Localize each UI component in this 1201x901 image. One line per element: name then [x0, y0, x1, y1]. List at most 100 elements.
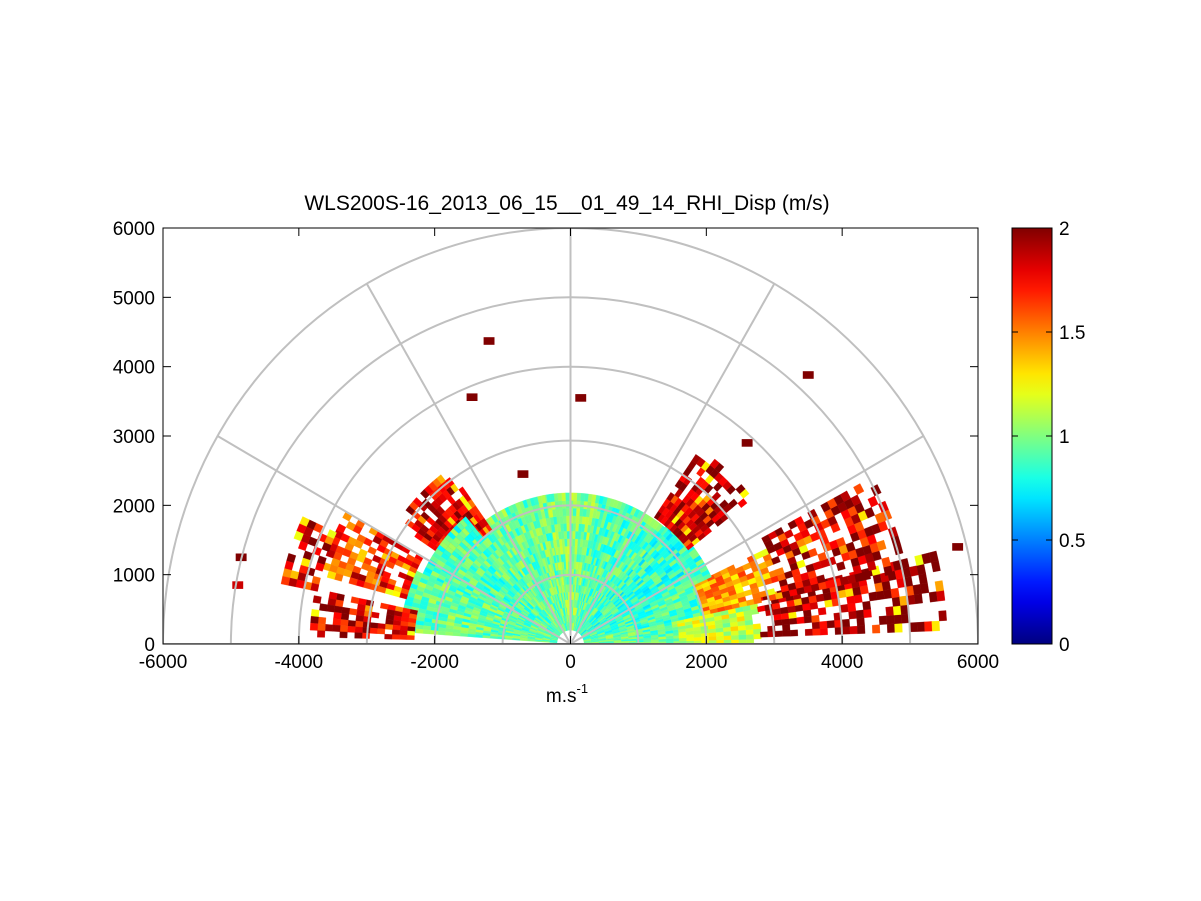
x-tick-label: 2000	[685, 652, 727, 673]
spoke-line	[569, 435, 924, 644]
y-tick-label: 0	[144, 635, 155, 656]
data-cell	[819, 627, 828, 636]
data-cell	[782, 630, 791, 637]
data-cell	[848, 610, 857, 620]
data-cell	[452, 632, 461, 637]
data-cell	[348, 577, 358, 586]
data-cell	[738, 629, 747, 636]
data-cell	[399, 630, 408, 636]
data-cell	[399, 625, 408, 632]
data-cell	[863, 608, 872, 618]
data-cell	[894, 623, 903, 633]
data-cell	[317, 616, 327, 625]
data-cell	[730, 630, 739, 636]
colorbar-tick-label: 1.5	[1059, 323, 1085, 344]
data-cell	[815, 593, 825, 603]
data-cell	[575, 515, 580, 524]
data-cell	[856, 617, 865, 627]
data-cell	[912, 584, 922, 595]
data-cell	[855, 609, 865, 619]
colorbar-tick-label: 1	[1059, 427, 1070, 448]
data-cell	[716, 635, 725, 641]
data-cell	[811, 621, 821, 630]
data-cell	[886, 614, 895, 625]
data-cell	[796, 616, 805, 624]
data-cell	[310, 609, 320, 618]
data-cell	[914, 593, 923, 605]
data-cell	[574, 538, 578, 547]
isolated-cell	[232, 581, 244, 589]
data-cell	[686, 637, 695, 642]
data-cell	[362, 621, 371, 629]
data-cell	[842, 626, 851, 635]
data-cell	[840, 490, 851, 502]
data-cell	[782, 624, 791, 631]
data-cell	[775, 630, 784, 637]
data-cell	[571, 553, 575, 562]
data-cell	[333, 612, 342, 620]
data-cell	[804, 628, 813, 636]
data-cell	[928, 591, 938, 603]
data-cell	[459, 633, 468, 637]
data-cell	[309, 622, 319, 631]
data-cell	[892, 605, 902, 616]
x-axis-label: m.s-1	[546, 681, 588, 707]
data-cell	[406, 635, 415, 640]
data-cell	[575, 508, 580, 517]
data-cell	[420, 489, 430, 499]
data-cell	[563, 523, 567, 532]
data-cell	[836, 537, 846, 548]
data-cell	[567, 546, 570, 555]
data-cell	[280, 576, 291, 586]
data-cell	[399, 634, 408, 640]
data-cell	[579, 508, 584, 517]
data-cell	[803, 615, 813, 624]
data-cell	[753, 633, 762, 640]
data-cell	[355, 615, 364, 622]
colorbar-gradient	[1011, 227, 1053, 645]
data-cell	[572, 492, 578, 501]
data-cell	[319, 603, 328, 612]
x-tick-label: 4000	[821, 652, 863, 673]
data-cell	[467, 633, 476, 638]
spoke-line	[569, 283, 776, 644]
data-cell	[808, 547, 818, 558]
data-cell	[752, 623, 761, 630]
chart-title: WLS200S-16_2013_06_15__01_49_14_RHI_Disp…	[304, 192, 829, 215]
data-cell	[565, 507, 570, 516]
data-cell	[849, 625, 858, 635]
data-cell	[339, 631, 348, 639]
polar-grid	[163, 228, 978, 644]
data-cells	[232, 337, 964, 644]
colorbar: 0 0.5 1 1.5 2	[1011, 219, 1085, 656]
data-cell	[924, 621, 933, 632]
y-tick-label: 3000	[113, 427, 155, 448]
data-cell	[824, 599, 833, 608]
data-cell	[414, 532, 424, 542]
data-cell	[326, 570, 337, 580]
x-tick-label: -4000	[275, 652, 324, 673]
data-cell	[788, 611, 797, 619]
data-cell	[437, 630, 446, 636]
data-cell	[723, 635, 732, 641]
data-cell	[715, 631, 724, 637]
y-tick-label: 4000	[113, 358, 155, 379]
data-cell	[377, 623, 386, 630]
x-tick-label: -6000	[139, 652, 188, 673]
data-cell	[580, 493, 585, 502]
data-cell	[369, 627, 378, 634]
data-cell	[928, 550, 939, 563]
data-cell	[809, 601, 819, 610]
data-cell	[691, 454, 701, 465]
y-axis: 0 1000 2000 3000 4000 5000 6000	[113, 219, 978, 656]
data-cell	[334, 605, 343, 614]
data-cell	[847, 603, 857, 612]
data-cell	[326, 604, 336, 613]
data-cell	[938, 610, 947, 622]
data-cell	[840, 604, 849, 613]
data-cell	[392, 624, 401, 631]
data-cell	[391, 634, 400, 640]
data-cell	[572, 500, 577, 509]
data-cell	[753, 628, 762, 635]
